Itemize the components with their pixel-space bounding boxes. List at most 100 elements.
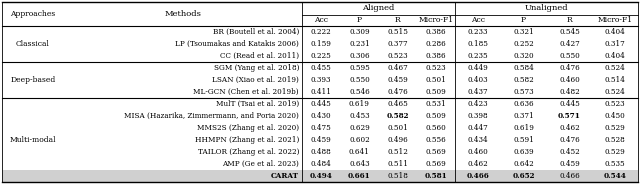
- Text: 0.509: 0.509: [426, 112, 446, 120]
- Text: 0.531: 0.531: [426, 100, 446, 108]
- Text: 0.453: 0.453: [349, 112, 370, 120]
- Text: 0.528: 0.528: [605, 136, 625, 144]
- Text: 0.427: 0.427: [559, 40, 580, 48]
- Text: 0.467: 0.467: [387, 64, 408, 72]
- Text: 0.569: 0.569: [426, 160, 446, 168]
- Text: 0.462: 0.462: [559, 124, 580, 132]
- Text: 0.639: 0.639: [513, 148, 534, 156]
- Text: 0.546: 0.546: [349, 88, 370, 96]
- Text: MISA (Hazarika, Zimmermann, and Poria 2020): MISA (Hazarika, Zimmermann, and Poria 20…: [124, 112, 299, 120]
- Text: Aligned: Aligned: [362, 4, 395, 12]
- Text: 0.494: 0.494: [310, 172, 333, 180]
- Text: 0.582: 0.582: [387, 112, 409, 120]
- Text: 0.511: 0.511: [387, 160, 408, 168]
- Text: 0.619: 0.619: [349, 100, 370, 108]
- Text: 0.466: 0.466: [559, 172, 580, 180]
- Text: 0.524: 0.524: [605, 64, 625, 72]
- Text: 0.423: 0.423: [468, 100, 488, 108]
- Text: 0.602: 0.602: [349, 136, 370, 144]
- Text: Methods: Methods: [164, 10, 202, 18]
- Text: 0.450: 0.450: [605, 112, 625, 120]
- Text: LSAN (Xiao et al. 2019): LSAN (Xiao et al. 2019): [212, 76, 299, 84]
- Text: Micro-F1: Micro-F1: [419, 16, 453, 24]
- Text: 0.445: 0.445: [311, 100, 332, 108]
- Text: AMP (Ge et al. 2023): AMP (Ge et al. 2023): [222, 160, 299, 168]
- Text: 0.452: 0.452: [559, 148, 580, 156]
- Text: 0.462: 0.462: [467, 160, 488, 168]
- Text: 0.501: 0.501: [387, 124, 408, 132]
- Text: 0.447: 0.447: [467, 124, 488, 132]
- Text: 0.449: 0.449: [467, 64, 488, 72]
- Text: 0.309: 0.309: [349, 28, 370, 36]
- Text: 0.460: 0.460: [467, 148, 488, 156]
- Text: 0.434: 0.434: [468, 136, 488, 144]
- Text: 0.595: 0.595: [349, 64, 370, 72]
- Text: 0.445: 0.445: [559, 100, 580, 108]
- Text: 0.185: 0.185: [467, 40, 488, 48]
- Text: 0.560: 0.560: [426, 124, 446, 132]
- Text: Micro-F1: Micro-F1: [598, 16, 633, 24]
- Text: 0.529: 0.529: [605, 148, 625, 156]
- Text: 0.476: 0.476: [559, 64, 580, 72]
- Text: MMS2S (Zhang et al. 2020): MMS2S (Zhang et al. 2020): [197, 124, 299, 132]
- Text: SGM (Yang et al. 2018): SGM (Yang et al. 2018): [214, 64, 299, 72]
- Text: 0.571: 0.571: [558, 112, 581, 120]
- Text: R: R: [566, 16, 572, 24]
- Text: 0.465: 0.465: [387, 100, 408, 108]
- Text: 0.386: 0.386: [426, 52, 446, 60]
- Text: 0.317: 0.317: [605, 40, 625, 48]
- Text: 0.581: 0.581: [424, 172, 447, 180]
- Text: 0.584: 0.584: [513, 64, 534, 72]
- Text: 0.652: 0.652: [512, 172, 535, 180]
- Text: 0.514: 0.514: [605, 76, 625, 84]
- Text: 0.591: 0.591: [513, 136, 534, 144]
- Text: HHMPN (Zhang et al. 2021): HHMPN (Zhang et al. 2021): [195, 136, 299, 144]
- Text: Deep-based: Deep-based: [10, 76, 56, 84]
- Text: 0.512: 0.512: [387, 148, 408, 156]
- Text: Multi-modal: Multi-modal: [10, 136, 56, 144]
- Text: 0.569: 0.569: [426, 148, 446, 156]
- Text: 0.641: 0.641: [349, 148, 370, 156]
- Text: 0.484: 0.484: [311, 160, 332, 168]
- Text: 0.235: 0.235: [468, 52, 488, 60]
- Text: 0.403: 0.403: [468, 76, 488, 84]
- Text: 0.524: 0.524: [605, 88, 625, 96]
- Text: 0.544: 0.544: [604, 172, 627, 180]
- Text: 0.371: 0.371: [513, 112, 534, 120]
- Text: 0.501: 0.501: [426, 76, 446, 84]
- Text: 0.286: 0.286: [426, 40, 446, 48]
- Bar: [2, 170, 638, 182]
- Text: 0.619: 0.619: [513, 124, 534, 132]
- Text: 0.488: 0.488: [311, 148, 332, 156]
- Text: 0.482: 0.482: [559, 88, 580, 96]
- Text: 0.231: 0.231: [349, 40, 370, 48]
- Text: LP (Tsoumakas and Katakis 2006): LP (Tsoumakas and Katakis 2006): [175, 40, 299, 48]
- Text: 0.523: 0.523: [426, 64, 446, 72]
- Text: Acc: Acc: [314, 16, 328, 24]
- Text: 0.573: 0.573: [513, 88, 534, 96]
- Text: 0.222: 0.222: [311, 28, 332, 36]
- Text: 0.252: 0.252: [513, 40, 534, 48]
- Text: 0.459: 0.459: [311, 136, 332, 144]
- Text: 0.643: 0.643: [349, 160, 370, 168]
- Text: 0.629: 0.629: [349, 124, 370, 132]
- Text: 0.582: 0.582: [513, 76, 534, 84]
- Text: 0.496: 0.496: [387, 136, 408, 144]
- Text: 0.460: 0.460: [559, 76, 580, 84]
- Text: Acc: Acc: [471, 16, 485, 24]
- Text: P: P: [357, 16, 362, 24]
- Text: 0.556: 0.556: [426, 136, 446, 144]
- Text: 0.535: 0.535: [605, 160, 625, 168]
- Text: 0.550: 0.550: [559, 52, 580, 60]
- Text: 0.393: 0.393: [311, 76, 332, 84]
- Text: 0.476: 0.476: [387, 88, 408, 96]
- Text: 0.515: 0.515: [387, 28, 408, 36]
- Text: 0.377: 0.377: [387, 40, 408, 48]
- Text: 0.437: 0.437: [468, 88, 488, 96]
- Text: 0.398: 0.398: [468, 112, 488, 120]
- Text: 0.545: 0.545: [559, 28, 580, 36]
- Text: Approaches: Approaches: [10, 10, 56, 18]
- Text: 0.404: 0.404: [605, 52, 625, 60]
- Text: 0.550: 0.550: [349, 76, 370, 84]
- Text: 0.320: 0.320: [513, 52, 534, 60]
